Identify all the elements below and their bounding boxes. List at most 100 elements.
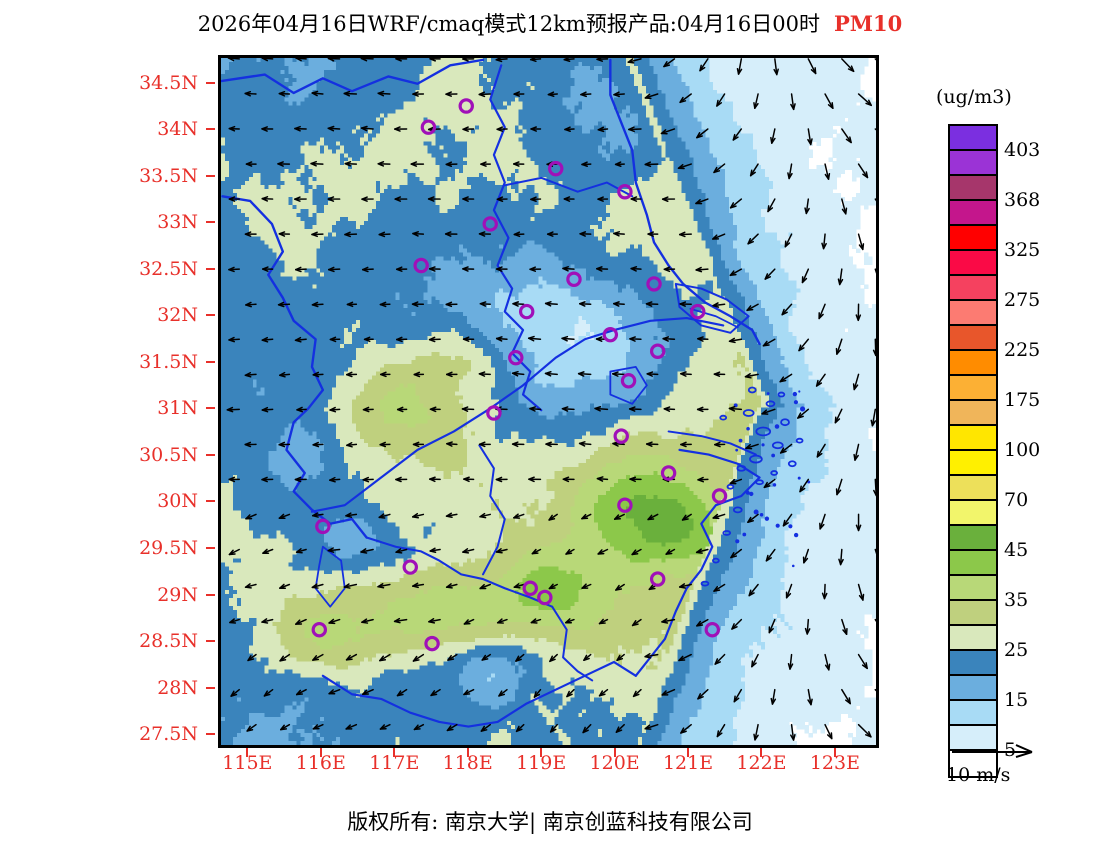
station-marker[interactable] bbox=[424, 635, 440, 652]
lat-tick-label: 28N bbox=[157, 676, 198, 699]
station-marker[interactable] bbox=[649, 571, 666, 587]
station-marker[interactable] bbox=[690, 303, 706, 320]
station-marker[interactable] bbox=[413, 257, 429, 274]
colorbar-cell[interactable] bbox=[950, 376, 996, 401]
colorbar-cell[interactable] bbox=[950, 601, 996, 626]
page-title: 2026年04月16日WRF/cmaq模式12km预报产品:04月16日00时 P… bbox=[0, 8, 1100, 38]
lon-tick-mark bbox=[246, 748, 249, 757]
colorbar-cell[interactable] bbox=[950, 626, 996, 651]
colorbar-cell[interactable] bbox=[950, 751, 996, 776]
lon-tick-mark bbox=[466, 748, 469, 757]
lon-tick-mark bbox=[393, 748, 396, 757]
boundary-anhui-zhejiang bbox=[478, 444, 506, 576]
colorbar-cell[interactable] bbox=[950, 426, 996, 451]
lat-tick-label: 29N bbox=[157, 583, 198, 606]
copyright-footer: 版权所有: 南京大学| 南京创蓝科技有限公司 bbox=[347, 810, 753, 834]
station-marker[interactable] bbox=[649, 343, 666, 359]
lat-tick-mark bbox=[206, 686, 215, 689]
colorbar-tick-label: 275 bbox=[1004, 289, 1041, 311]
colorbar-cell[interactable] bbox=[950, 576, 996, 601]
colorbar-cell[interactable] bbox=[950, 226, 996, 251]
colorbar-units-label: (ug/m3) bbox=[936, 86, 1012, 108]
lat-tick-mark bbox=[206, 360, 215, 363]
colorbar-cell[interactable] bbox=[950, 326, 996, 351]
lat-tick-mark bbox=[206, 267, 215, 270]
colorbar-cell[interactable] bbox=[950, 551, 996, 576]
station-marker[interactable] bbox=[482, 216, 498, 232]
coastline-north bbox=[609, 58, 761, 346]
lat-tick-mark bbox=[206, 593, 215, 596]
station-marker[interactable] bbox=[402, 559, 418, 575]
province-boundaries bbox=[221, 58, 761, 728]
colorbar-tick-label: 100 bbox=[1004, 439, 1041, 461]
station-marker[interactable] bbox=[548, 160, 564, 177]
colorbar-tick-label: 325 bbox=[1004, 239, 1041, 261]
boundary-north bbox=[221, 58, 485, 95]
station-marker[interactable] bbox=[458, 98, 474, 114]
colorbar-cell[interactable] bbox=[950, 451, 996, 476]
lon-tick-mark bbox=[319, 748, 322, 757]
colorbar-tick-label: 225 bbox=[1004, 339, 1041, 361]
colorbar-cell[interactable] bbox=[950, 351, 996, 376]
colorbar-tick-label: 35 bbox=[1004, 589, 1029, 611]
wind-scale-legend: 10 m/s bbox=[946, 742, 1096, 792]
colorbar-tick-label: 403 bbox=[1004, 139, 1041, 161]
station-marker[interactable] bbox=[537, 589, 553, 606]
colorbar-cell[interactable] bbox=[950, 276, 996, 301]
map-plot-area[interactable] bbox=[218, 55, 879, 748]
station-marker[interactable] bbox=[704, 621, 721, 638]
station-marker[interactable] bbox=[420, 119, 437, 135]
lat-tick-mark bbox=[206, 407, 215, 410]
station-marker[interactable] bbox=[518, 303, 535, 320]
station-marker[interactable] bbox=[508, 349, 524, 366]
station-marker[interactable] bbox=[602, 326, 619, 343]
lon-tick-label: 120E bbox=[589, 752, 640, 774]
lat-tick-label: 33N bbox=[157, 211, 198, 234]
station-marker[interactable] bbox=[617, 183, 633, 200]
station-marker[interactable] bbox=[617, 497, 633, 513]
lat-tick-mark bbox=[206, 128, 215, 131]
station-marker[interactable] bbox=[660, 465, 677, 481]
station-marker[interactable] bbox=[711, 488, 728, 504]
lon-tick-label: 117E bbox=[369, 752, 420, 774]
colorbar-tick-label: 70 bbox=[1004, 489, 1029, 511]
concentration-contours bbox=[221, 58, 876, 745]
colorbar-tick-label: 15 bbox=[1004, 689, 1029, 711]
boundary-jiangsu-anhui bbox=[489, 64, 543, 412]
colorbar-cell[interactable] bbox=[950, 251, 996, 276]
station-marker[interactable] bbox=[522, 580, 538, 597]
title-variable-label: PM10 bbox=[833, 11, 903, 36]
station-marker[interactable] bbox=[613, 428, 629, 444]
station-markers[interactable] bbox=[311, 98, 728, 652]
boundary-anhui-jiangxi bbox=[365, 536, 554, 608]
lat-tick-mark bbox=[206, 640, 215, 643]
lat-tick-label: 34N bbox=[157, 118, 198, 141]
colorbar-cell[interactable] bbox=[950, 501, 996, 526]
lat-tick-label: 31N bbox=[157, 397, 198, 420]
lat-tick-mark bbox=[206, 221, 215, 224]
lon-tick-label: 122E bbox=[736, 752, 787, 774]
colorbar-cell[interactable] bbox=[950, 651, 996, 676]
station-marker[interactable] bbox=[566, 271, 582, 287]
island-outlines bbox=[700, 386, 811, 587]
yangtze-river bbox=[310, 316, 725, 513]
colorbar-cell[interactable] bbox=[950, 676, 996, 701]
station-marker[interactable] bbox=[315, 518, 331, 535]
colorbar-cell[interactable] bbox=[950, 726, 996, 751]
boundary-zhejiang-fujian bbox=[551, 605, 594, 682]
lat-tick-label: 28.5N bbox=[139, 630, 198, 653]
colorbar-cell[interactable] bbox=[950, 201, 996, 226]
station-marker[interactable] bbox=[486, 405, 502, 421]
colorbar-cell[interactable] bbox=[950, 151, 996, 176]
station-marker[interactable] bbox=[620, 373, 637, 389]
colorbar-cell[interactable] bbox=[950, 476, 996, 501]
colorbar-cell[interactable] bbox=[950, 301, 996, 326]
station-marker[interactable] bbox=[646, 276, 662, 292]
colorbar-cell[interactable] bbox=[950, 176, 996, 201]
colorbar-cell[interactable] bbox=[950, 701, 996, 726]
colorbar-cell[interactable] bbox=[950, 126, 996, 151]
colorbar-cell[interactable] bbox=[950, 526, 996, 551]
colorbar-swatches[interactable] bbox=[948, 124, 998, 778]
colorbar-cell[interactable] bbox=[950, 401, 996, 426]
station-marker[interactable] bbox=[311, 621, 328, 638]
